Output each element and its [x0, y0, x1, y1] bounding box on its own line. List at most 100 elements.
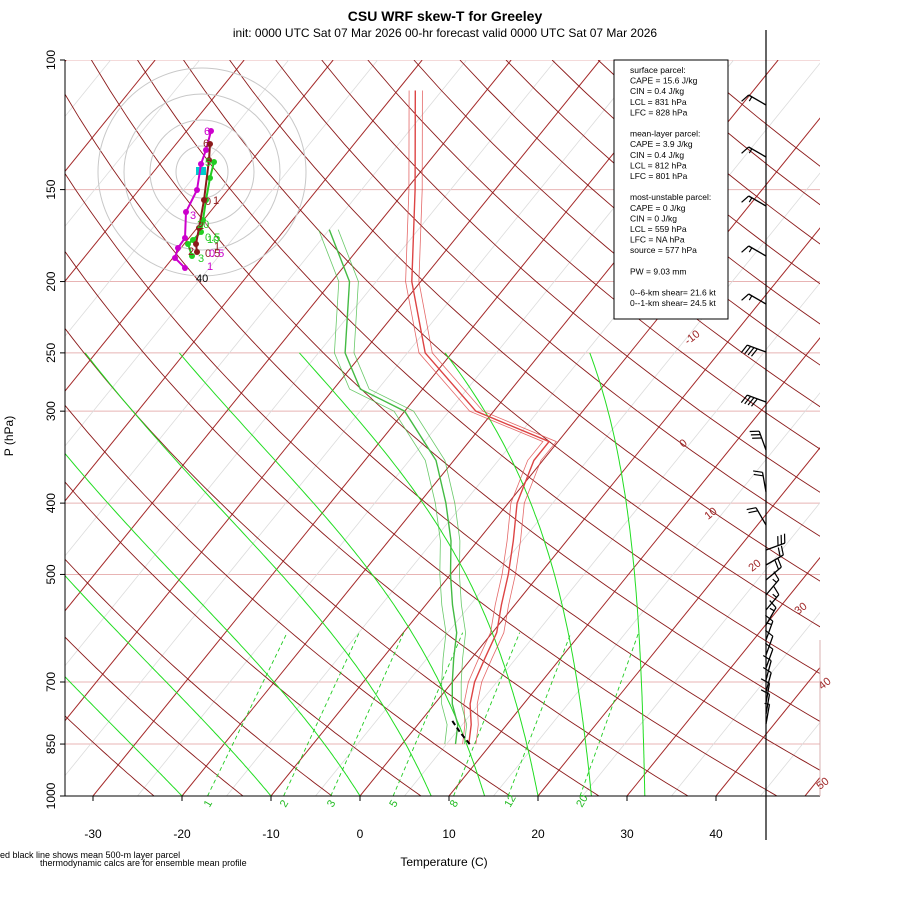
hodograph-magenta-trace-point — [183, 209, 189, 215]
hodograph-label: 0.5 — [205, 232, 220, 244]
wind-barb-flag — [744, 396, 752, 405]
footnote-line-2: thermodynamic calcs are for ensemble mea… — [40, 858, 247, 868]
wind-barb-flag — [748, 510, 758, 514]
wind-barb-flag — [750, 348, 758, 357]
stats-line: LFC = NA hPa — [630, 235, 685, 245]
wind-barb-flag — [753, 473, 764, 477]
wind-barb-flag — [747, 397, 755, 406]
isotherm-label: 40 — [816, 675, 833, 692]
stats-line: most-unstable parcel: — [630, 192, 711, 202]
wind-barb-shaft — [765, 620, 774, 641]
wind-barb-shaft — [748, 195, 767, 207]
isotherm-minor-line — [65, 60, 556, 667]
isotherm-line — [715, 666, 820, 796]
isotherm-minor-line — [65, 60, 200, 227]
hodograph-label: 3 — [190, 210, 196, 222]
wind-barb-flag — [748, 197, 753, 203]
wind-barb-shaft — [765, 594, 780, 611]
wind-barb-flag — [748, 148, 753, 154]
wind-barb-shaft — [748, 146, 767, 158]
hodograph-magenta-trace-point — [175, 245, 181, 251]
dewpoint-trace — [328, 229, 459, 745]
wind-barb-flag — [774, 560, 780, 570]
isotherm-label: -10 — [682, 328, 702, 347]
isotherm-minor-line — [582, 502, 820, 796]
moist-adiabat-line — [299, 352, 539, 796]
plot-clip-group — [65, 60, 820, 796]
dry-adiabat-line — [91, 60, 820, 722]
wind-barb-shaft — [748, 293, 767, 305]
wind-barb-shaft — [765, 704, 771, 725]
hodograph-green-trace-point — [211, 159, 217, 165]
moist-adiabat-line — [65, 452, 361, 796]
wind-barb-flag — [748, 247, 753, 253]
mixing-ratio-label: 20 — [574, 793, 591, 810]
wind-barb-flag — [753, 470, 763, 473]
stats-line: CIN = 0 J/kg — [630, 213, 677, 223]
hodograph-label: 20 — [197, 219, 209, 231]
mixing-ratio-line — [330, 632, 405, 796]
dewpoint-trace — [337, 229, 468, 745]
x-tick-label: 10 — [442, 827, 456, 841]
temperature-trace — [411, 90, 551, 745]
hodograph-maroon-trace-point — [196, 225, 202, 231]
stats-line: LFC = 828 hPa — [630, 107, 688, 117]
wind-barb-flag — [769, 600, 777, 609]
wind-barb-flag — [760, 678, 770, 684]
wind-barb-flag — [765, 614, 774, 622]
mixing-ratio-line — [579, 632, 640, 796]
hodograph-magenta-trace-point — [182, 265, 188, 271]
wind-barb-flag — [764, 702, 770, 705]
wind-barb-flag — [780, 545, 784, 556]
mixing-ratio-label: 12 — [502, 793, 519, 810]
isotherm-line — [92, 60, 690, 796]
dry-adiabat-line — [65, 404, 511, 796]
chart-subtitle: init: 0000 UTC Sat 07 Mar 2026 00-hr for… — [233, 26, 658, 40]
isotherm-minor-line — [65, 60, 645, 777]
y-tick-label: 100 — [44, 50, 58, 70]
hodograph-label: 5 — [205, 157, 211, 169]
wind-barb-shaft — [748, 94, 767, 106]
wind-barb-flag — [741, 293, 750, 301]
wind-barb-flag — [741, 146, 750, 154]
x-axis-label: Temperature (C) — [400, 855, 487, 869]
wind-barb-flag — [762, 654, 772, 662]
isotherm-line — [65, 60, 334, 392]
isotherm-label: 50 — [814, 775, 831, 792]
stats-line: LCL = 812 hPa — [630, 160, 687, 170]
y-tick-label: 1000 — [44, 782, 58, 809]
dry-adiabat-line — [65, 327, 600, 796]
footnote-line-1: ed black line shows mean 500-m layer par… — [0, 850, 180, 860]
y-tick-label: 500 — [44, 564, 58, 584]
hodograph-ring — [123, 93, 281, 251]
dry-adiabat-line — [183, 60, 820, 628]
wind-barb-flag — [741, 94, 750, 102]
moist-adiabat-line — [84, 352, 432, 796]
hodograph-label: 40 — [196, 273, 208, 285]
wind-barb-flag — [766, 622, 772, 626]
dry-adiabat-line — [65, 93, 820, 771]
y-tick-label: 250 — [44, 343, 58, 363]
isotherm-line — [626, 556, 820, 796]
x-tick-label: -30 — [84, 827, 102, 841]
hodograph-storm-marker — [196, 167, 206, 175]
mixing-ratio-label: 1 — [202, 798, 215, 809]
hodograph-maroon-trace-point — [193, 241, 199, 247]
mixing-ratio-line — [392, 632, 464, 796]
stats-box-frame — [613, 59, 729, 320]
mixing-ratio-label: 5 — [387, 798, 400, 809]
wind-barb-shaft — [765, 648, 774, 669]
hodograph-label: 10 — [207, 234, 219, 246]
wind-barb-flag — [777, 547, 781, 557]
mean-parcel-trace — [451, 720, 471, 745]
hodograph-label: 2 — [188, 246, 194, 258]
hodograph-green-trace-point — [189, 253, 195, 259]
isotherm-minor-line — [404, 282, 820, 796]
dewpoint-trace — [318, 229, 448, 745]
mixing-ratio-line — [453, 632, 521, 796]
dry-adiabat-line — [137, 60, 820, 675]
mixing-ratio-line — [207, 632, 288, 796]
wind-barb-flag — [769, 607, 775, 612]
hodograph-ring — [97, 67, 307, 277]
